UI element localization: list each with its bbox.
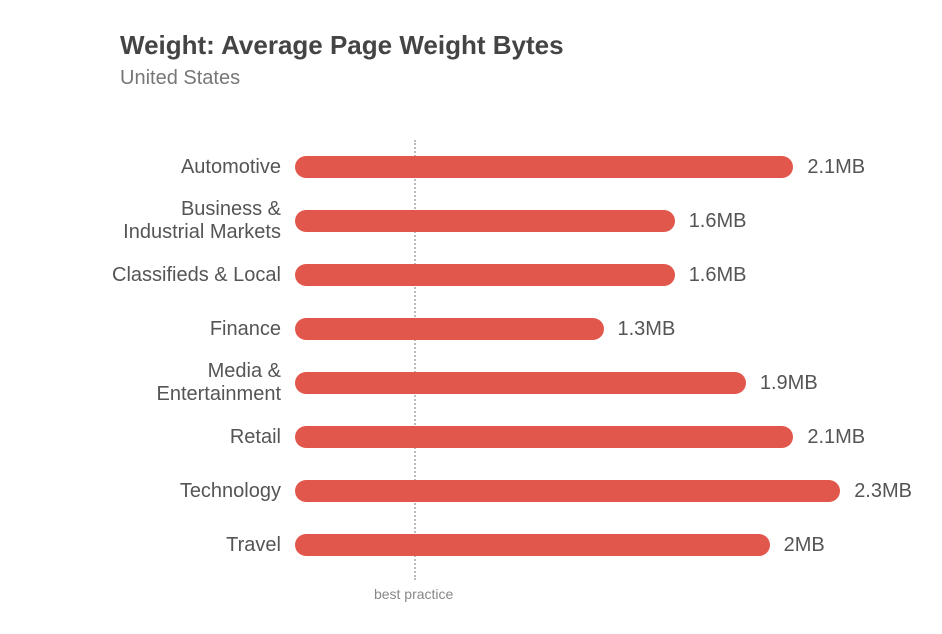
- bar-track: 2.1MB: [295, 156, 912, 178]
- chart-row: Media &Entertainment 1.9MB: [30, 356, 912, 410]
- bar: [295, 264, 675, 286]
- category-label: Finance: [30, 318, 295, 341]
- value-label: 2.1MB: [807, 426, 865, 449]
- value-label: 1.6MB: [689, 264, 747, 287]
- chart-row: Travel 2MB: [30, 518, 912, 572]
- reference-line-label: best practice: [374, 586, 453, 602]
- category-label: Travel: [30, 534, 295, 557]
- bar: [295, 372, 746, 394]
- value-label: 1.3MB: [618, 318, 676, 341]
- bar-track: 1.3MB: [295, 318, 912, 340]
- chart-subtitle: United States: [120, 67, 912, 90]
- chart-row: Business &Industrial Markets 1.6MB: [30, 194, 912, 248]
- chart-area: best practice Automotive 2.1MB Business &I…: [30, 140, 912, 610]
- value-label: 2.1MB: [807, 156, 865, 179]
- bar-track: 2.1MB: [295, 426, 912, 448]
- bar-track: 1.6MB: [295, 210, 912, 232]
- value-label: 2.3MB: [854, 480, 912, 503]
- bar: [295, 318, 604, 340]
- category-label: Media &Entertainment: [30, 360, 295, 406]
- chart-rows: Automotive 2.1MB Business &Industrial Mark…: [30, 140, 912, 572]
- bar-track: 1.9MB: [295, 372, 912, 394]
- category-label: Automotive: [30, 156, 295, 179]
- value-label: 2MB: [784, 534, 825, 557]
- chart-row: Automotive 2.1MB: [30, 140, 912, 194]
- chart-row: Technology 2.3MB: [30, 464, 912, 518]
- bar-track: 1.6MB: [295, 264, 912, 286]
- bar: [295, 534, 770, 556]
- bar: [295, 426, 793, 448]
- bar-track: 2.3MB: [295, 480, 912, 502]
- chart-row: Finance 1.3MB: [30, 302, 912, 356]
- bar: [295, 156, 793, 178]
- category-label: Classifieds & Local: [30, 264, 295, 287]
- chart-title: Weight: Average Page Weight Bytes: [120, 30, 912, 61]
- value-label: 1.9MB: [760, 372, 818, 395]
- bar: [295, 210, 675, 232]
- category-label: Business &Industrial Markets: [30, 198, 295, 244]
- chart-row: Retail 2.1MB: [30, 410, 912, 464]
- category-label: Retail: [30, 426, 295, 449]
- bar-track: 2MB: [295, 534, 912, 556]
- chart-container: Weight: Average Page Weight Bytes United…: [0, 0, 942, 630]
- bar: [295, 480, 840, 502]
- value-label: 1.6MB: [689, 210, 747, 233]
- category-label: Technology: [30, 480, 295, 503]
- chart-row: Classifieds & Local 1.6MB: [30, 248, 912, 302]
